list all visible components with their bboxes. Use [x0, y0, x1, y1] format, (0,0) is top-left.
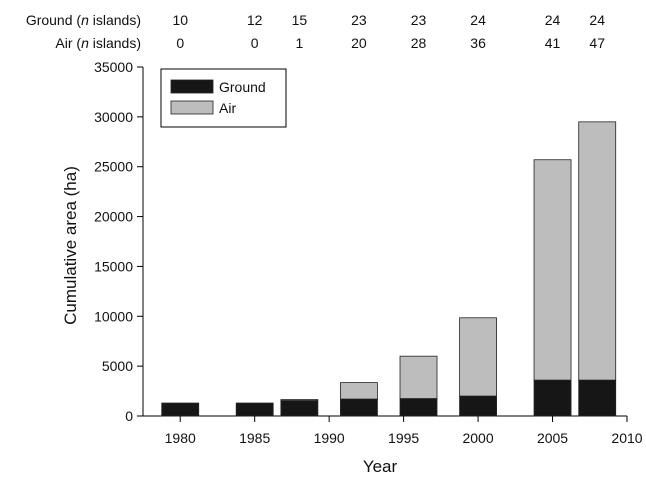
count-value: 36	[470, 35, 486, 51]
axes: 0 5000 10000 15000 20000 25000 30000 35000 1980 1…	[61, 59, 643, 476]
bar-ground-1996	[399, 398, 438, 417]
bar-air-2005	[533, 159, 572, 381]
count-value: 1	[295, 35, 303, 51]
legend-swatch-air	[170, 100, 214, 115]
count-value: 24	[545, 12, 561, 28]
bar-air-1992	[340, 382, 378, 400]
y-axis-title: Cumulative area (ha)	[61, 166, 80, 325]
x-tick-label: 1980	[165, 430, 196, 446]
count-value: 15	[292, 12, 308, 28]
bar-ground-1980	[161, 402, 200, 417]
legend-box	[160, 68, 287, 128]
count-value: 0	[251, 35, 259, 51]
count-value: 12	[247, 12, 263, 28]
x-tick-label: 2000	[462, 430, 493, 446]
bars	[161, 121, 617, 417]
bar-ground-2000	[459, 395, 497, 417]
bar-ground-2005	[533, 379, 572, 417]
x-tick-label: 1995	[388, 430, 419, 446]
y-tick-label: 0	[125, 408, 133, 424]
bar-air-1996	[399, 355, 438, 399]
bar-ground-1992	[340, 398, 378, 417]
legend-label-ground: Ground	[219, 79, 266, 95]
x-axis-title: Year	[363, 457, 398, 476]
count-value: 23	[411, 12, 427, 28]
y-tick-label: 15000	[94, 258, 133, 274]
count-value: 41	[545, 35, 561, 51]
y-tick-label: 10000	[94, 308, 133, 324]
x-tick-label: 1985	[239, 430, 270, 446]
y-tick-label: 20000	[94, 209, 133, 225]
count-value: 23	[351, 12, 367, 28]
bar-ground-1988	[280, 400, 319, 417]
bar-ground-2008	[578, 379, 617, 417]
count-value: 20	[351, 35, 367, 51]
count-row-label: Ground (n islands)	[26, 12, 141, 28]
count-value: 24	[589, 12, 605, 28]
bar-air-2008	[578, 121, 617, 381]
count-value: 28	[411, 35, 427, 51]
count-value: 10	[172, 12, 188, 28]
x-tick-label: 2005	[537, 430, 568, 446]
legend-swatch-ground	[170, 79, 214, 94]
bar-air-2000	[459, 317, 497, 397]
y-tick-label: 35000	[94, 59, 133, 75]
x-tick-label: 1990	[314, 430, 345, 446]
count-value: 47	[589, 35, 605, 51]
bar-ground-1985	[235, 402, 274, 417]
count-value: 0	[176, 35, 184, 51]
y-tick-label: 30000	[94, 109, 133, 125]
y-tick-label: 5000	[102, 358, 133, 374]
bar-air-1988	[280, 399, 319, 401]
x-tick-label: 2010	[611, 430, 642, 446]
legend: Ground Air	[160, 68, 287, 128]
y-tick-label: 25000	[94, 159, 133, 175]
legend-label-air: Air	[219, 100, 236, 116]
count-row-label: Air (n islands)	[55, 35, 141, 51]
count-value: 24	[470, 12, 486, 28]
